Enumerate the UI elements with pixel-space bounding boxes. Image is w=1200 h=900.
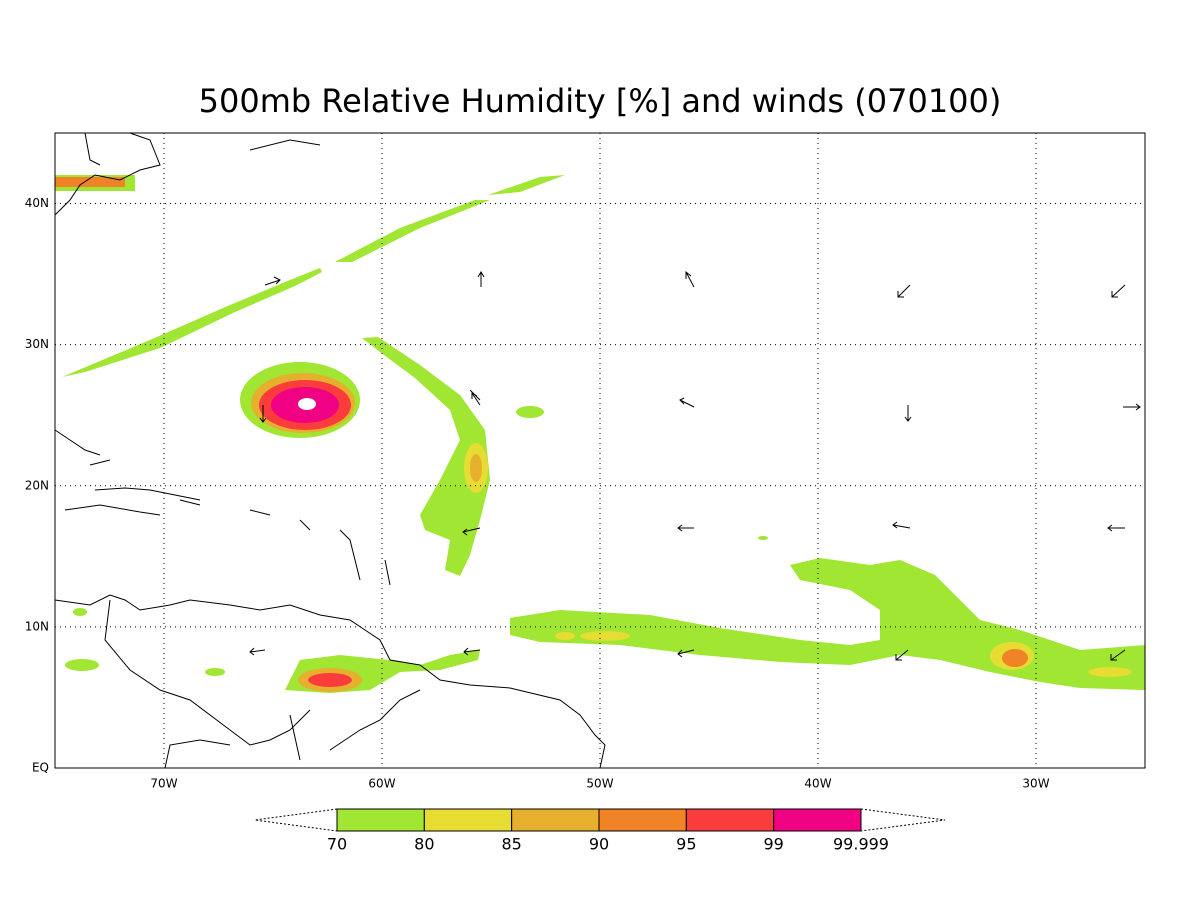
colorbar-label: 80 [414, 835, 434, 854]
colorbar-swatch [336, 808, 425, 832]
colorbar-swatch [423, 808, 513, 832]
lon-tick-label: 70W [150, 777, 177, 791]
humidity-area [516, 406, 544, 418]
lon-tick-label: 60W [368, 777, 395, 791]
lon-tick-label: 40W [804, 777, 831, 791]
humidity-area [510, 558, 1145, 690]
graticule [55, 133, 1145, 768]
lat-tick-label: 40N [25, 196, 49, 210]
colorbar-extension [254, 808, 946, 832]
humidity-area [62, 268, 322, 377]
coastlines [54, 132, 606, 769]
humidity-area [1088, 667, 1132, 677]
humidity-shading [55, 175, 1145, 693]
map-title: 500mb Relative Humidity [%] and winds (0… [199, 82, 1002, 120]
humidity-area [362, 337, 490, 576]
humidity-area [1002, 649, 1028, 667]
colorbar-label: 95 [676, 835, 696, 854]
humidity-area [470, 454, 482, 482]
wind-vectors [249, 270, 1141, 661]
colorbar: 70 80 85 90 95 99 99.999 [254, 808, 946, 854]
humidity-area [65, 659, 99, 671]
colorbar-label: 99.999 [833, 835, 889, 854]
humidity-area [73, 608, 87, 616]
humidity-area [335, 200, 490, 262]
colorbar-swatch [598, 808, 687, 832]
lat-tick-label: 30N [25, 337, 49, 351]
colorbar-swatch [773, 808, 862, 832]
humidity-area [555, 632, 575, 640]
lat-tick-label: 20N [25, 478, 49, 492]
colorbar-label: 85 [501, 835, 521, 854]
colorbar-swatch [511, 808, 600, 832]
humidity-area [758, 536, 768, 540]
humidity-area [580, 631, 630, 641]
lat-tick-label: EQ [32, 761, 49, 775]
humidity-area [308, 673, 352, 687]
lat-tick-label: 10N [25, 619, 49, 633]
lon-tick-label: 30W [1022, 777, 1049, 791]
colorbar-swatch [685, 808, 775, 832]
hurricane-eye [298, 398, 316, 410]
humidity-area [55, 177, 125, 187]
colorbar-label: 99 [763, 835, 783, 854]
colorbar-label: 90 [589, 835, 609, 854]
humidity-area [488, 175, 565, 195]
lon-tick-label: 50W [586, 777, 613, 791]
colorbar-label: 70 [327, 835, 347, 854]
map-frame [54, 132, 1146, 769]
humidity-area [205, 668, 225, 676]
axis-labels: 70W 60W 50W 40W 30W EQ 10N 20N 30N 40N [25, 196, 1050, 790]
